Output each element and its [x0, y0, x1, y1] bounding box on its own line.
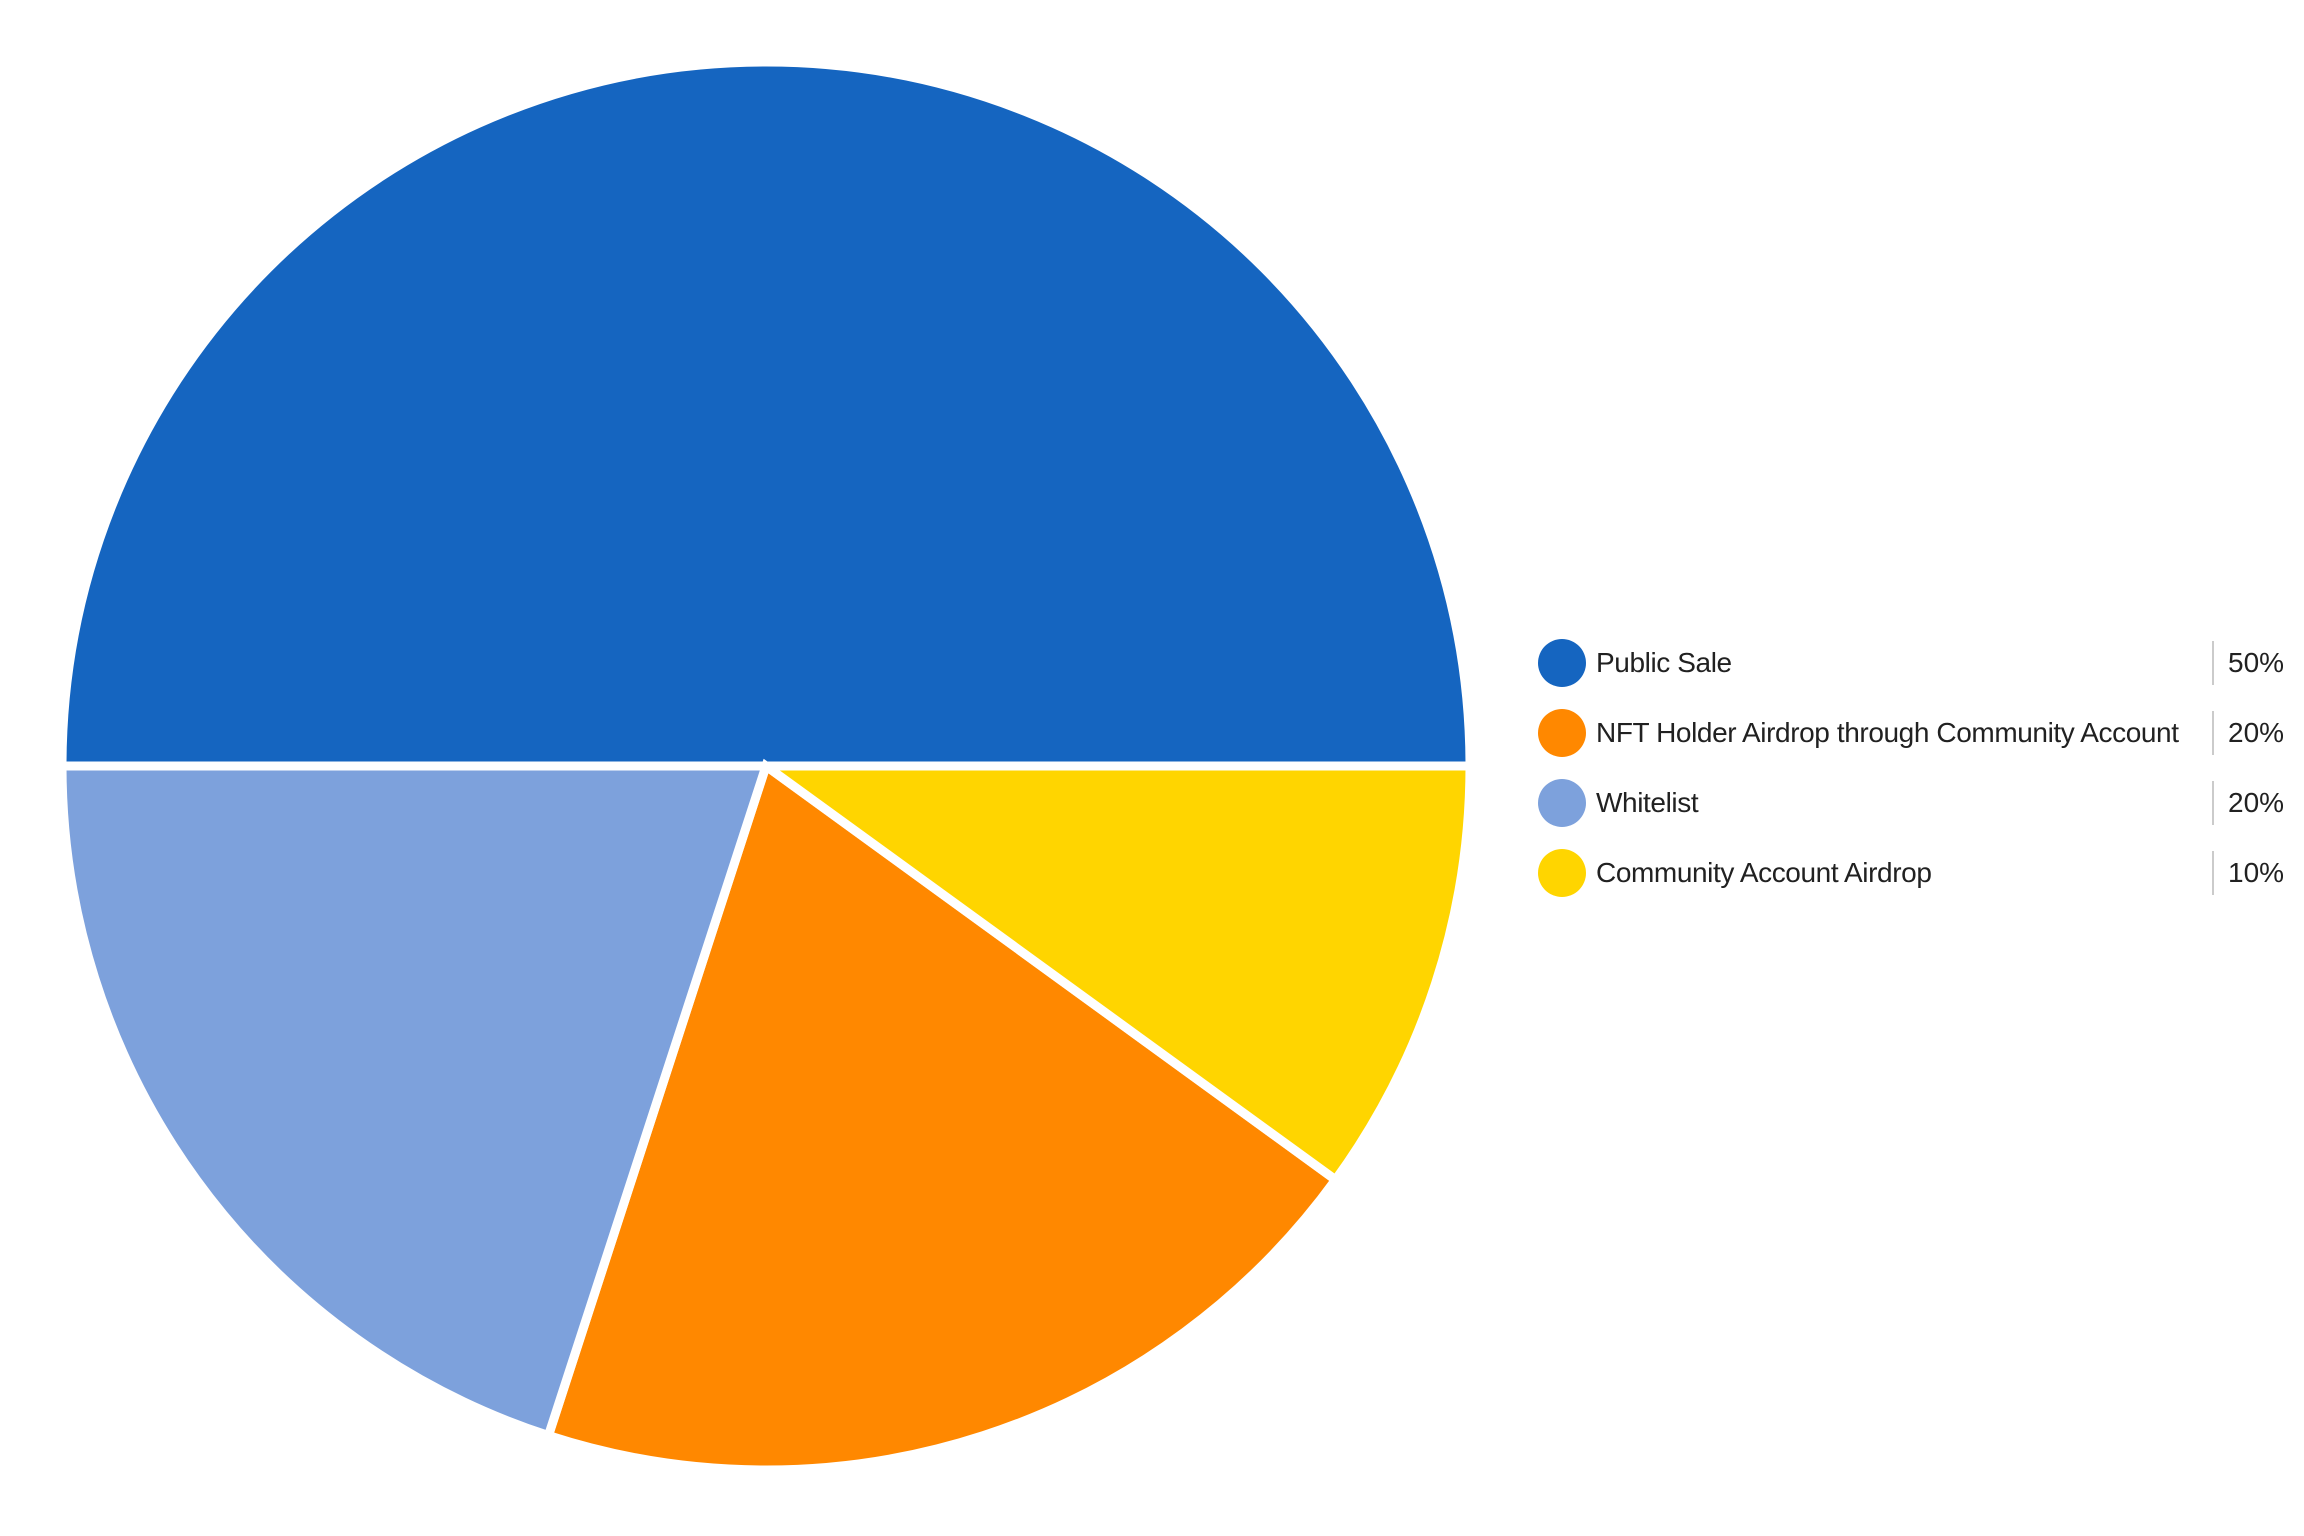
legend-label: NFT Holder Airdrop through Community Acc…	[1596, 717, 2179, 748]
pie-slice[interactable]	[57, 57, 1475, 771]
legend-swatch-icon	[1538, 779, 1586, 827]
legend-percent: 20%	[2228, 717, 2285, 748]
legend-item[interactable]: Public Sale 50%	[1538, 628, 2304, 698]
legend-divider	[2212, 781, 2214, 825]
pie-slice[interactable]	[752, 761, 1475, 1187]
pie-slice[interactable]	[542, 758, 1342, 1475]
legend-divider	[2212, 711, 2214, 755]
legend-item[interactable]: Community Account Airdrop 10%	[1538, 838, 2304, 908]
legend-label: Whitelist	[1596, 787, 1699, 818]
legend-divider	[2212, 641, 2214, 685]
legend-percent: 50%	[2228, 647, 2285, 678]
legend-label: Public Sale	[1596, 647, 1732, 678]
legend-item[interactable]: Whitelist 20%	[1538, 768, 2304, 838]
legend-percent: 20%	[2228, 787, 2285, 818]
legend-divider	[2212, 851, 2214, 895]
legend-swatch-icon	[1538, 639, 1586, 687]
legend-swatch-icon	[1538, 849, 1586, 897]
legend-swatch-icon	[1538, 709, 1586, 757]
legend-label: Community Account Airdrop	[1596, 857, 1932, 888]
legend-item[interactable]: NFT Holder Airdrop through Community Acc…	[1538, 698, 2304, 768]
legend: Public Sale 50% NFT Holder Airdrop throu…	[1538, 628, 2304, 908]
pie-slice[interactable]	[57, 761, 773, 1442]
legend-percent: 10%	[2228, 857, 2285, 888]
